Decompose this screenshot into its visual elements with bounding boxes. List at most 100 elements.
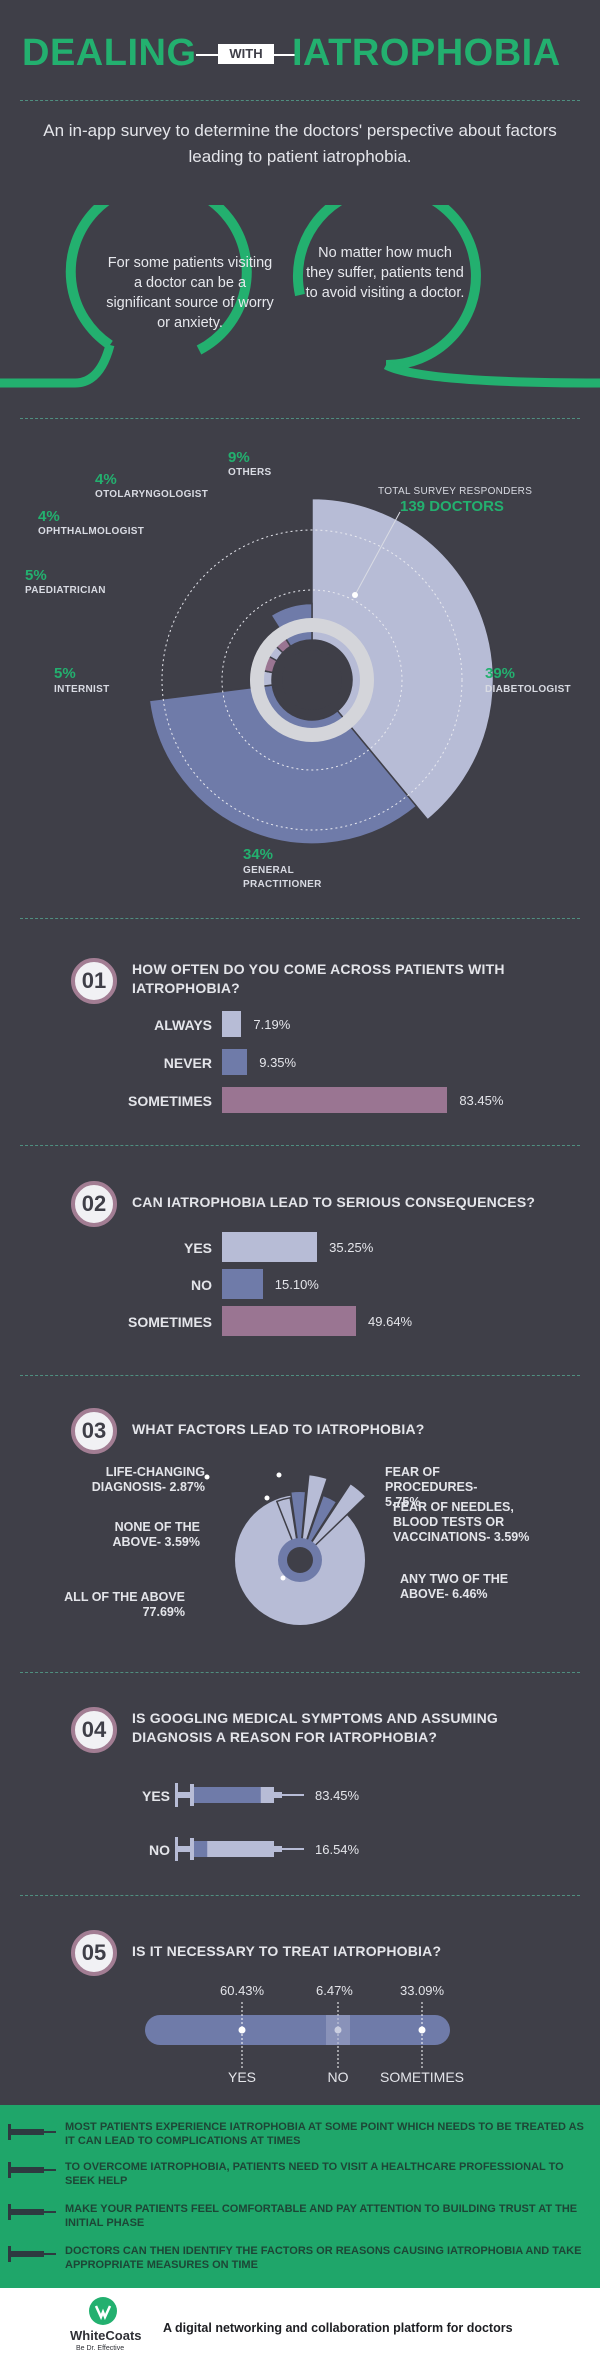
tips-panel: MOST PATIENTS EXPERIENCE IATROPHOBIA AT … (0, 2105, 600, 2288)
responders-pointer (354, 511, 401, 596)
otolaryngologist-pct: 4% (95, 471, 117, 488)
divider (20, 918, 580, 919)
treat-chart (145, 2002, 450, 2070)
ophthalmologist-label: OPHTHALMOLOGIST (38, 526, 145, 537)
title-dealing: DEALING (22, 32, 197, 74)
q3-label-all: ALL OF THE ABOVE 77.69% (64, 1590, 185, 1619)
bubble-text-1: For some patients visiting a doctor can … (106, 255, 274, 331)
q4-value-yes: 83.45% (315, 1788, 360, 1803)
syringe-fill (194, 1841, 208, 1857)
grid-ring (161, 529, 463, 831)
q1-bar-never (222, 1049, 248, 1075)
q3-label-any-two: ANY TWO OF THE ABOVE- 6.46% (400, 1572, 509, 1601)
q5-label-no: NO (327, 2069, 349, 2085)
brand-bar: WhiteCoats Be Dr. Effective A digital ne… (0, 2288, 600, 2370)
otolaryngologist-label: OTOLARYNGOLOGIST (95, 489, 209, 500)
q4-label-no: NO (149, 1842, 170, 1858)
paediatrician-label: PAEDIATRICIAN (25, 585, 106, 596)
q1-value-never: 9.35% (259, 1055, 297, 1070)
treat-track (145, 2015, 450, 2045)
q1-value-always: 7.19% (253, 1017, 291, 1032)
syringe-needle (282, 1794, 304, 1796)
pointer-dot-any-two (280, 1575, 286, 1581)
syringe-bullets-icon (8, 2124, 56, 2262)
q1-label-sometimes: SOMETIMES (127, 1093, 212, 1109)
responders-pointer-dot (352, 592, 358, 598)
band-no (326, 2015, 350, 2045)
title-with: WITH (218, 44, 274, 64)
slice-diabetologist (311, 497, 495, 821)
divider (20, 100, 580, 101)
q5-value-yes: 60.43% (220, 1983, 265, 1998)
marker-dot-yes (238, 2026, 246, 2034)
question-3-text: WHAT FACTORS LEAD TO IATROPHOBIA? (132, 1421, 425, 1437)
question-number: 04 (71, 1707, 117, 1753)
syringe-flange (190, 1838, 194, 1860)
inner-ring (250, 618, 374, 742)
internist-pct: 5% (54, 665, 76, 682)
pointer-dot-needles (264, 1495, 270, 1501)
center-hole (287, 1547, 313, 1573)
question-2-text: CAN IATROPHOBIA LEAD TO SERIOUS CONSEQUE… (132, 1194, 536, 1210)
title-iatrophobia: IATROPHOBIA (292, 32, 561, 74)
brand-tagline: Be Dr. Effective (76, 2345, 125, 2352)
pointer-dot-procedures (276, 1472, 282, 1478)
syringe-plunger (178, 1846, 190, 1852)
q1-bar-always (222, 1011, 242, 1037)
q5-value-no: 6.47% (316, 1983, 353, 1998)
bubble-text-2: No matter how much they suffer, patients… (305, 245, 465, 301)
responders-value: 139 DOCTORS (400, 498, 504, 515)
paediatrician-pct: 5% (25, 567, 47, 584)
q2-value-no: 15.10% (274, 1277, 319, 1292)
question-4-text: IS GOOGLING MEDICAL SYMPTOMS AND ASSUMIN… (132, 1710, 498, 1745)
q1-label-never: NEVER (163, 1055, 212, 1071)
q5-value-sometimes: 33.09% (400, 1983, 445, 1998)
grid-ring (221, 589, 403, 771)
q2-label-sometimes: SOMETIMES (127, 1314, 212, 1330)
divider (20, 1672, 580, 1673)
q3-label-none: NONE OF THE ABOVE- 3.59% (112, 1520, 200, 1549)
q2-bar-no (222, 1269, 263, 1299)
q2-value-yes: 35.25% (329, 1240, 374, 1255)
others-label: OTHERS (228, 467, 272, 478)
center-hole (282, 650, 342, 710)
divider (20, 418, 580, 419)
q2-value-sometimes: 49.64% (368, 1314, 413, 1329)
tip-3: MAKE YOUR PATIENTS FEEL COMFORTABLE AND … (65, 2203, 578, 2229)
pointer-dot-life-changing (204, 1474, 210, 1480)
q1-value-sometimes: 83.45% (459, 1093, 504, 1108)
gp-label: GENERAL PRACTITIONER (243, 865, 322, 890)
syringe-fill (194, 1787, 261, 1803)
syringe-hub (274, 1792, 282, 1798)
bubble-arcs (0, 205, 600, 388)
divider (20, 1145, 580, 1146)
syringe-no-icon (175, 1837, 304, 1861)
tip-4: DOCTORS CAN THEN IDENTIFY THE FACTORS OR… (65, 2245, 582, 2271)
marker-dot-sometimes (418, 2026, 426, 2034)
question-5-text: IS IT NECESSARY TO TREAT IATROPHOBIA? (132, 1943, 442, 1959)
ophthalmologist-pct: 4% (38, 508, 60, 525)
question-number: 01 (71, 958, 117, 1004)
tip-2: TO OVERCOME IATROPHOBIA, PATIENTS NEED T… (65, 2161, 564, 2187)
divider (20, 1895, 580, 1896)
syringe-flange (190, 1784, 194, 1806)
q4-value-no: 16.54% (315, 1842, 360, 1857)
diabetologist-pct: 39% (485, 665, 516, 682)
brand-name: WhiteCoats (70, 2328, 142, 2343)
others-pct: 9% (228, 449, 250, 466)
q3-label-needles: FEAR OF NEEDLES, BLOOD TESTS OR VACCINAT… (393, 1500, 530, 1544)
syringe-yes-icon (175, 1783, 304, 1807)
syringe-needle (282, 1848, 304, 1850)
header: DEALING WITH IATROPHOBIA (0, 0, 600, 100)
syringe-hub (274, 1846, 282, 1852)
q2-label-no: NO (191, 1277, 212, 1293)
q2-bar-yes (222, 1232, 318, 1262)
diabetologist-label: DIABETOLOGIST (485, 684, 571, 695)
syringe-plunger (178, 1792, 190, 1798)
q2-label-yes: YES (183, 1240, 212, 1256)
q1-label-always: ALWAYS (154, 1017, 212, 1033)
q2-bar-sometimes (222, 1306, 357, 1336)
slice-general-practitioner (148, 684, 418, 845)
divider (20, 1375, 580, 1376)
intro-text: An in-app survey to determine the doctor… (43, 121, 557, 166)
